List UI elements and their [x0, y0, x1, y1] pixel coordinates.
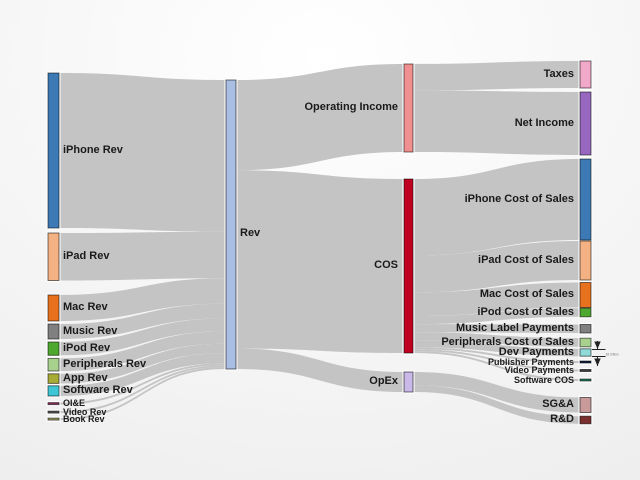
svg-text:$1 billion: $1 billion — [606, 353, 619, 357]
